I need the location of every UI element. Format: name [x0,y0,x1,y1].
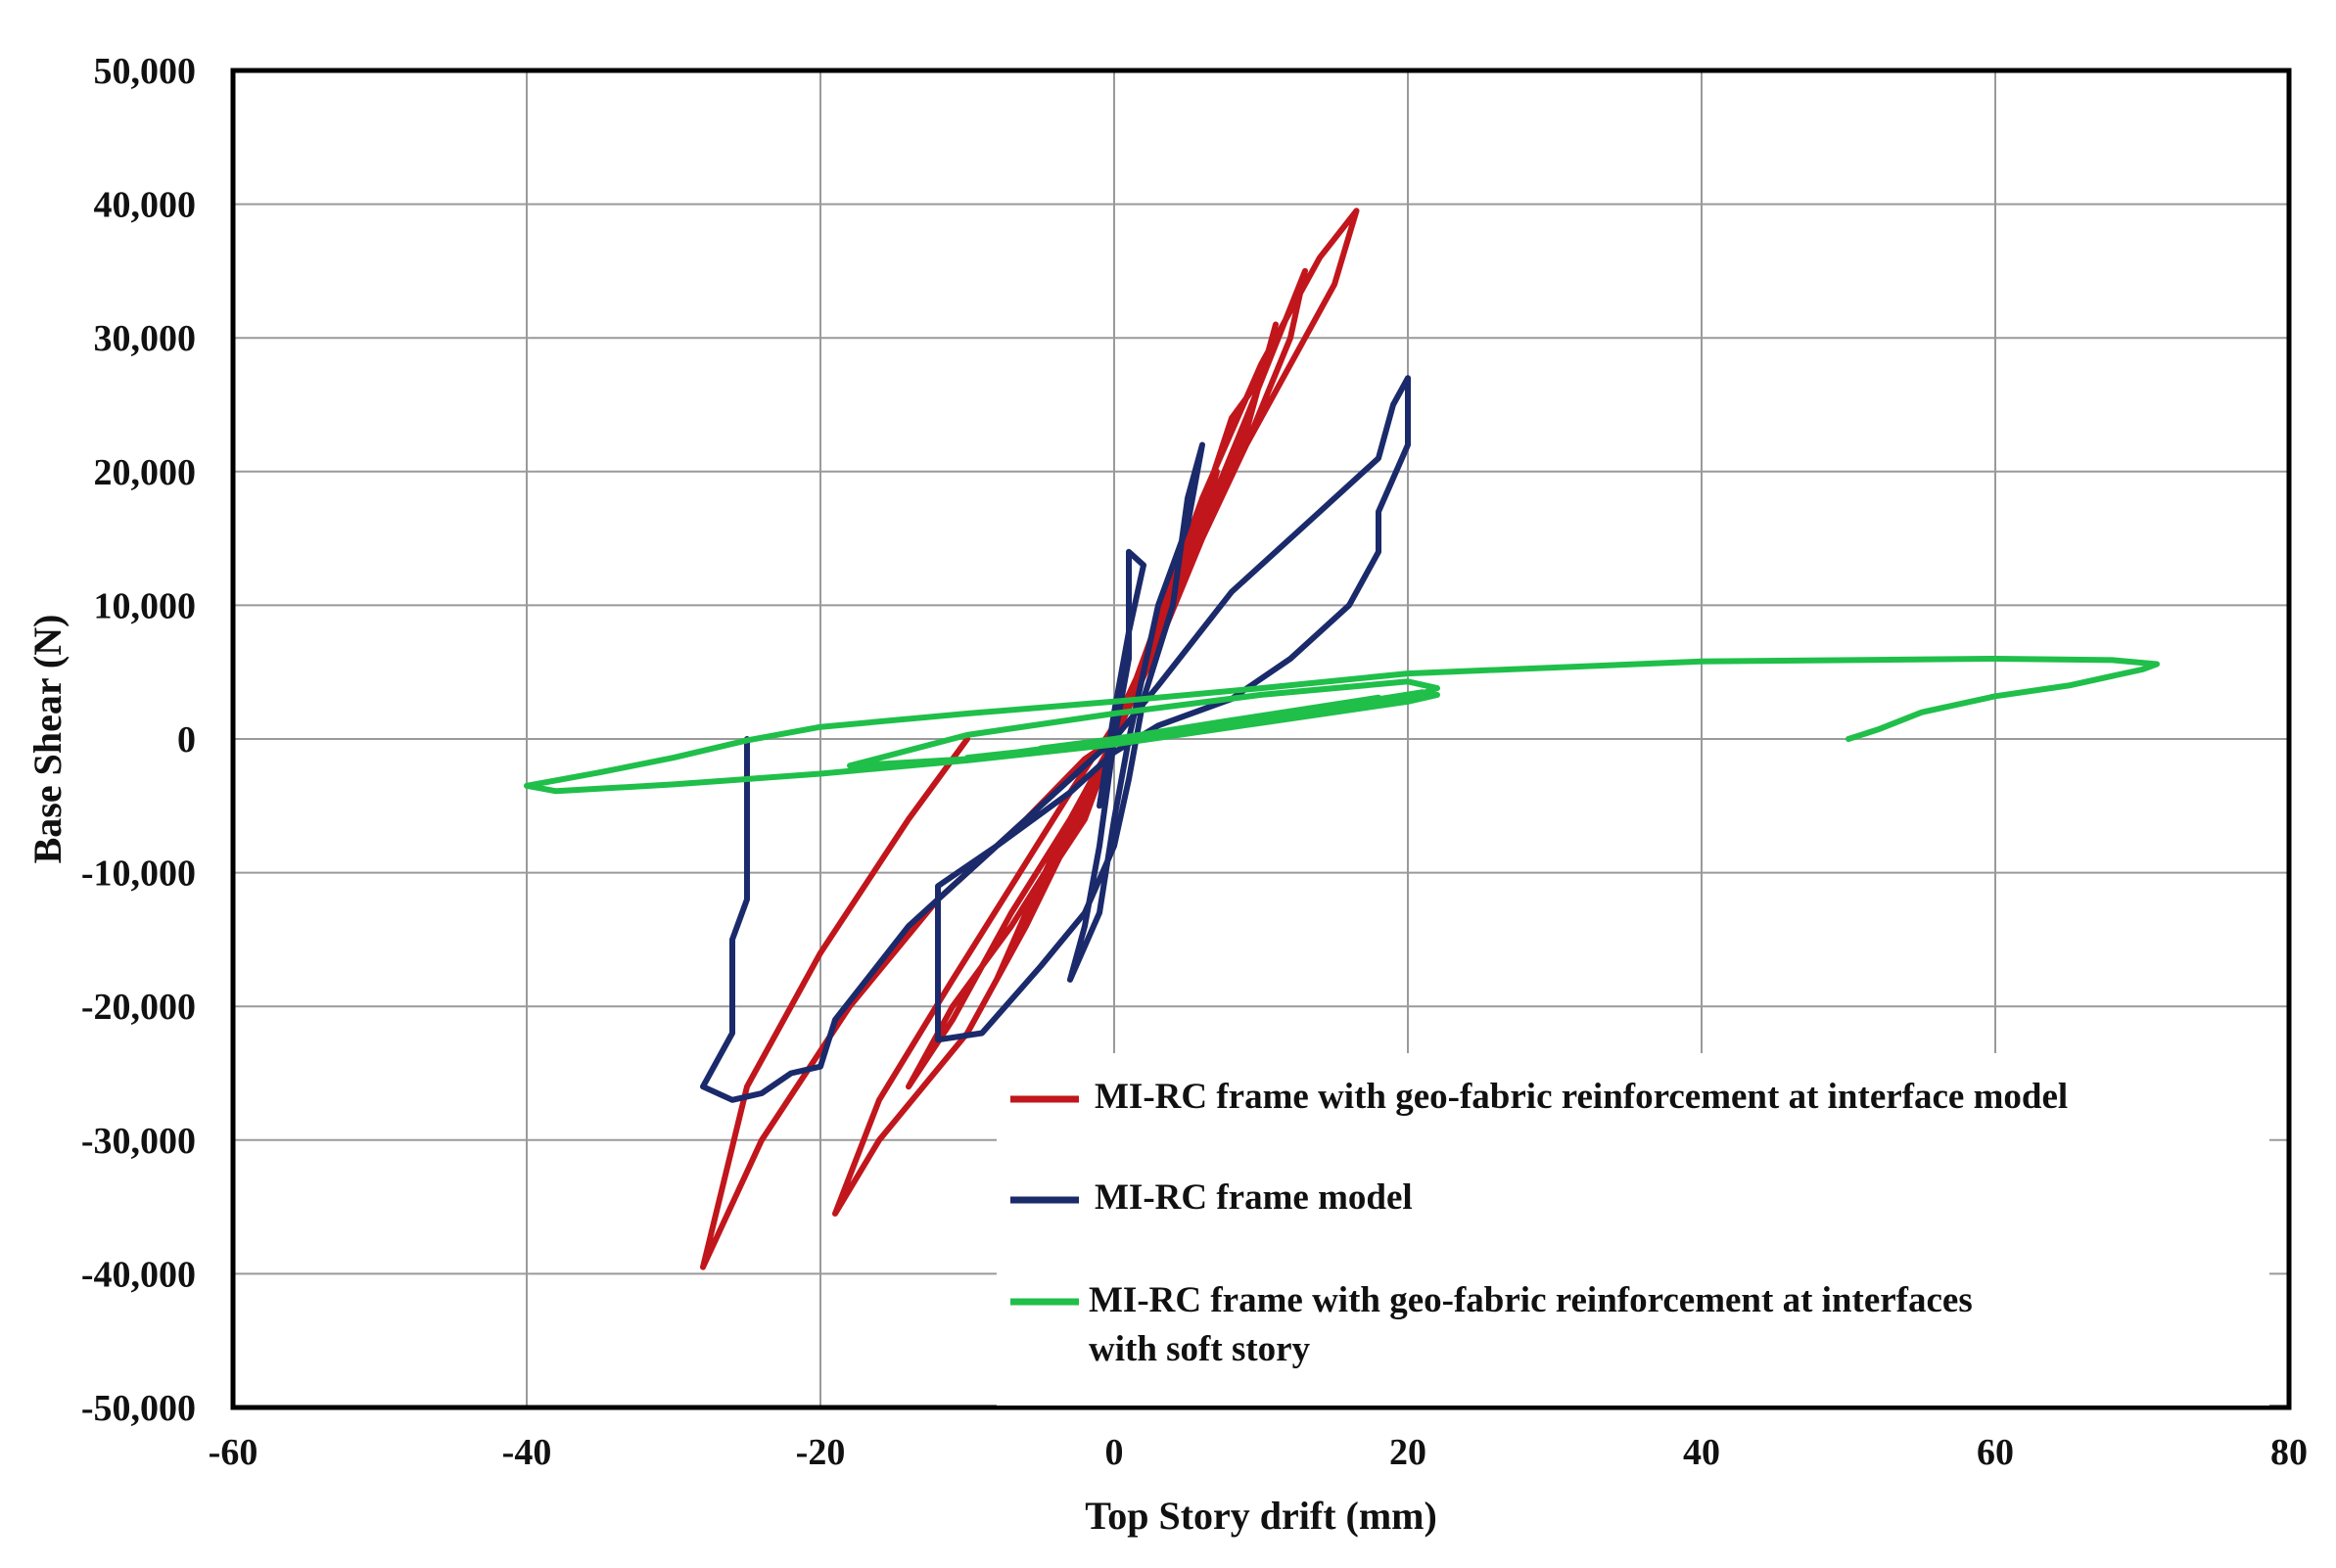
y-tick-label: 30,000 [94,318,197,359]
y-tick-label: 0 [177,719,196,761]
x-tick-label: 60 [1977,1432,2014,1473]
legend-label-soft-story-line2: with soft story [1089,1329,1311,1369]
legend-label-soft-story-line1: MI-RC frame with geo-fabric reinforcemen… [1089,1280,1973,1320]
x-tick-label: 40 [1683,1432,1720,1473]
y-tick-label: -20,000 [81,987,196,1028]
y-tick-label: -10,000 [81,853,196,895]
y-tick-label: 20,000 [94,452,197,493]
series-layer [524,208,2160,1270]
series-mi-rc-frame [700,375,1411,1103]
tick-labels: -60 -40 -20 0 20 40 60 80 50,000 40,000 30,000 20,0… [81,51,2308,1473]
y-tick-label: -40,000 [81,1254,196,1295]
x-tick-label: 0 [1105,1432,1124,1473]
legend-box [997,1053,2269,1406]
legend: MI-RC frame with geo-fabric reinforcemen… [997,1053,2269,1406]
y-tick-label: 40,000 [94,185,197,226]
y-axis-title: Base Shear (N) [25,615,70,864]
legend-label-geo-fabric: MI-RC frame with geo-fabric reinforcemen… [1095,1077,2068,1117]
x-axis-title: Top Story drift (mm) [1085,1494,1437,1538]
y-tick-label: 10,000 [94,585,197,626]
y-tick-label: 50,000 [94,51,197,92]
x-tick-label: 80 [2270,1432,2308,1473]
legend-label-mi-rc: MI-RC frame model [1095,1177,1413,1218]
series-geo-fabric-soft-story [524,656,2160,795]
legend-label-soft-story: MI-RC frame with geo-fabric reinforcemen… [1089,1280,1982,1369]
x-tick-label: -20 [796,1432,846,1473]
plot-border [230,68,2292,1410]
y-tick-label: -30,000 [81,1121,196,1162]
x-tick-label: 20 [1389,1432,1426,1473]
series-geo-fabric-interface [700,208,1360,1270]
x-tick-label: -40 [502,1432,552,1473]
x-tick-label: -60 [209,1432,258,1473]
y-tick-label: -50,000 [81,1388,196,1429]
